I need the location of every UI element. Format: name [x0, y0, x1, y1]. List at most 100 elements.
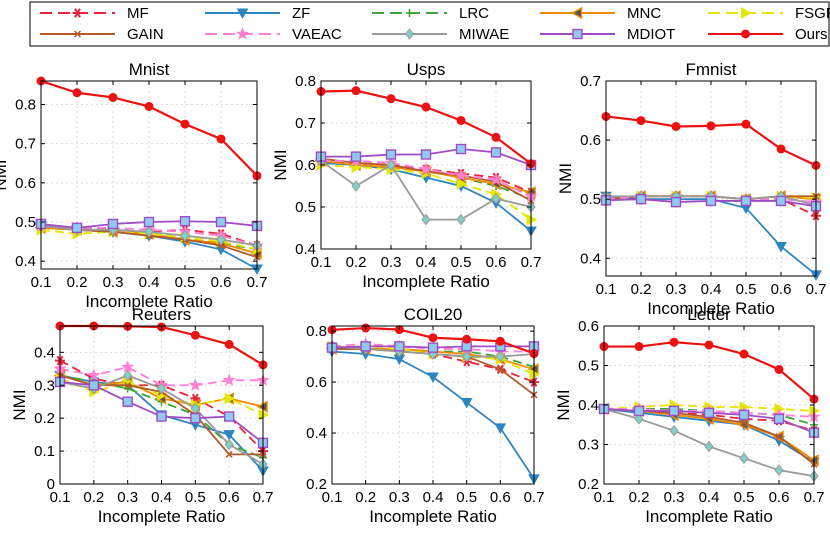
y-tick-label: 0.5 — [580, 191, 601, 208]
point-miwae — [351, 180, 361, 192]
point-mdiot — [740, 195, 752, 207]
x-axis-label: Incomplete Ratio — [98, 507, 226, 526]
y-tick-label: 0.4 — [580, 250, 601, 267]
y-tick-label: 0.5 — [15, 214, 36, 231]
x-tick-label: 0.1 — [596, 281, 617, 298]
point-vaeac — [454, 168, 468, 182]
point-mdiot — [350, 151, 362, 162]
point-ours — [634, 342, 644, 352]
point-miwae — [495, 350, 505, 363]
y-tick-label: 0.4 — [578, 397, 599, 414]
legend-label-ours: Ours — [795, 26, 828, 43]
point-ours — [704, 340, 714, 350]
x-tick-label: 0.1 — [50, 489, 71, 506]
point-mdiot — [635, 193, 647, 205]
legend-marker-mf — [72, 8, 83, 18]
chart-reuters: 00.10.20.30.40.1 0.2 0.3 0.4 0.5 0.6 0.7Reuter… — [10, 305, 273, 526]
point-mdiot — [385, 149, 397, 160]
y-tick-label: 0.4 — [295, 241, 316, 258]
point-vaeac — [188, 378, 202, 391]
x-tick-label: 0.7 — [521, 254, 542, 271]
point-mdiot — [668, 405, 680, 417]
point-mdiot — [215, 216, 227, 228]
point-mdiot — [427, 342, 439, 353]
point-miwae — [421, 213, 431, 226]
x-tick-label: 0.4 — [423, 489, 444, 506]
point-vaeac — [87, 368, 101, 381]
legend-entry-mf: MF — [40, 5, 149, 22]
x-tick-label: 0.5 — [456, 489, 477, 506]
legend-label-zf: ZF — [292, 5, 310, 22]
y-tick-label: 0.5 — [578, 358, 599, 375]
y-tick-label: 0.4 — [15, 253, 36, 270]
y-tick-label: 0.8 — [306, 323, 327, 340]
point-ours — [224, 339, 234, 349]
legend-entry-zf: ZF — [205, 5, 310, 22]
x-tick-label: 0.1 — [594, 489, 615, 506]
legend-entry-vaeac: VAEAC — [205, 26, 342, 43]
point-ours — [428, 333, 438, 343]
point-mdiot — [223, 411, 235, 422]
point-mdiot — [107, 218, 119, 230]
point-miwae — [739, 452, 749, 465]
x-tick-label: 0.3 — [664, 489, 685, 506]
point-mdiot — [703, 407, 715, 419]
legend-label-miwae: MIWAE — [459, 26, 509, 43]
x-tick-label: 0.5 — [185, 489, 206, 506]
legend-marker-zf — [236, 8, 249, 20]
point-mdiot — [490, 147, 502, 158]
point-miwae — [180, 229, 190, 242]
point-miwae — [386, 159, 396, 171]
point-ours — [72, 88, 82, 98]
x-tick-label: 0.7 — [806, 281, 827, 298]
point-ours — [491, 132, 501, 142]
y-tick-label: 0.8 — [295, 73, 316, 90]
y-tick-label: 0.6 — [580, 132, 601, 149]
legend-label-mnc: MNC — [627, 5, 661, 22]
x-tick-label: 0.5 — [734, 489, 755, 506]
point-mdiot — [394, 341, 405, 352]
y-tick-label: 0.3 — [578, 437, 599, 454]
legend-entry-mnc: MNC — [540, 5, 661, 22]
series-miwae — [316, 154, 536, 226]
y-tick-label: 0.6 — [295, 157, 316, 174]
x-axis-label: Incomplete Ratio — [85, 292, 213, 311]
x-tick-label: 0.2 — [346, 254, 367, 271]
point-miwae — [216, 233, 226, 246]
legend: MF ZF LRC MNC FSGR GAIN VAEAC MIWAE MDIOT Ours — [29, 1, 830, 47]
y-tick-label: 0.2 — [306, 476, 327, 493]
legend-label-mdiot: MDIOT — [627, 26, 675, 43]
y-axis-label: NMI — [271, 149, 290, 180]
point-ours — [495, 336, 505, 346]
series-ours — [601, 111, 821, 170]
point-fsgr — [224, 392, 236, 405]
x-tick-label: 0.7 — [247, 274, 268, 291]
point-ours — [456, 115, 466, 125]
y-tick-label: 0.8 — [15, 97, 36, 114]
point-mdiot — [88, 380, 100, 391]
chart-title: Mnist — [129, 60, 170, 79]
y-tick-label: 0.5 — [295, 199, 316, 216]
y-tick-label: 0 — [47, 476, 55, 493]
point-zf — [494, 423, 507, 434]
point-miwae — [144, 225, 154, 238]
point-mdiot — [179, 216, 191, 227]
point-vaeac — [222, 373, 236, 386]
series-ours — [316, 86, 536, 169]
series-ours — [599, 337, 819, 404]
point-mdiot — [455, 143, 467, 155]
point-ours — [739, 349, 749, 359]
chart-title: Fmnist — [686, 60, 737, 79]
point-mdiot — [705, 195, 717, 207]
y-axis-label: NMI — [10, 389, 29, 420]
x-tick-label: 0.6 — [769, 489, 790, 506]
chart-letter: 0.20.30.40.50.60.1 0.2 0.3 0.4 0.5 0.6 0.7Lett… — [554, 305, 824, 526]
point-ours — [462, 334, 472, 344]
point-ours — [180, 119, 190, 129]
point-mdiot — [71, 222, 83, 234]
x-tick-label: 0.3 — [389, 489, 410, 506]
x-tick-label: 0.1 — [311, 254, 332, 271]
x-tick-label: 0.2 — [631, 281, 652, 298]
x-tick-label: 0.3 — [666, 281, 687, 298]
x-axis-label: Incomplete Ratio — [645, 507, 773, 526]
